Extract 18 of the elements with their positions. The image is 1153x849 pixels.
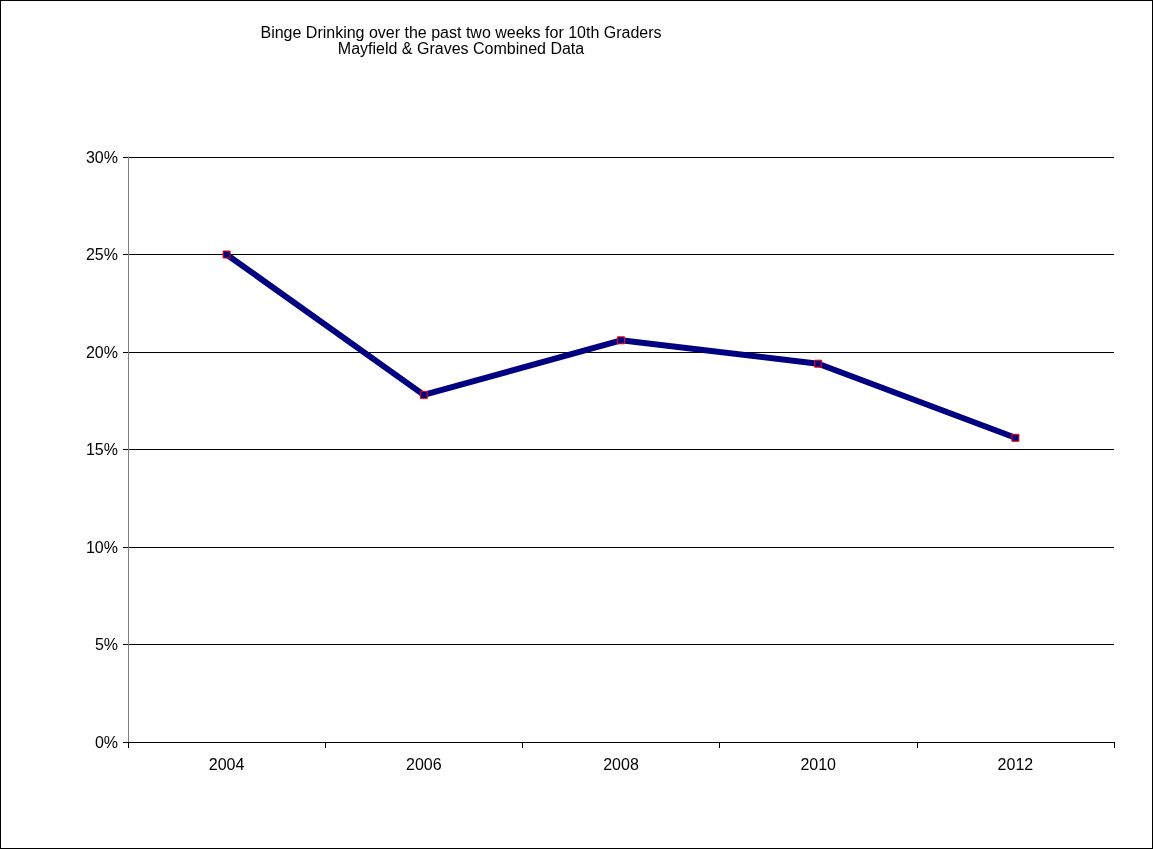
- x-tick-label: 2008: [603, 755, 639, 773]
- y-tick-label: 25%: [85, 246, 118, 263]
- point: [617, 336, 625, 345]
- point: [814, 359, 823, 368]
- y-tick-label: 5%: [94, 636, 118, 653]
- chart-title: Binge Drinking over the past two weeks for 10th Graders: [260, 23, 662, 41]
- point: [1011, 433, 1020, 442]
- x-tick-label: 2010: [800, 755, 837, 773]
- y-tick-label: 0%: [94, 733, 118, 751]
- y-tick-label: 10%: [85, 538, 118, 556]
- x-tick-label: 2006: [406, 755, 442, 773]
- y-tick-label: 15%: [85, 441, 118, 458]
- x-tick-label: 2012: [997, 755, 1034, 773]
- point: [222, 250, 231, 259]
- y-tick-label: 20%: [85, 343, 118, 361]
- point: [419, 390, 428, 399]
- x-tick-label: 2004: [208, 755, 245, 773]
- y-tick-label: 30%: [85, 148, 118, 166]
